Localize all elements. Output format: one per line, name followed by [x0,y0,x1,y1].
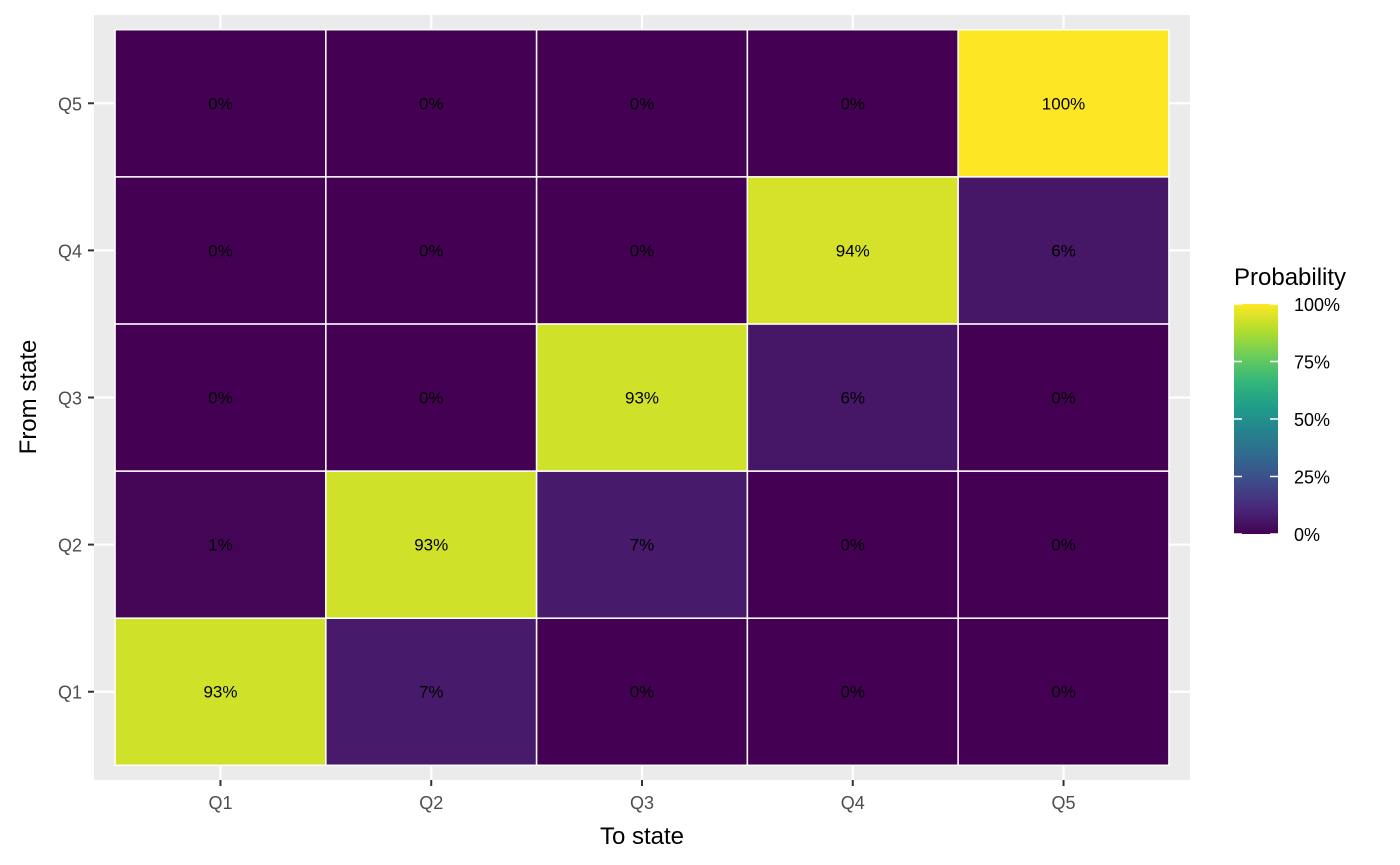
tile-q3-to-q4 [746,323,959,472]
tile-q3-to-q5 [957,323,1170,472]
y-tick-label-Q2: Q2 [58,536,82,556]
cell-label-q4-to-q4: 94% [836,241,870,260]
tile-q3-to-q2 [325,323,538,472]
color-legend: Probability 100% 75% 50% 25% 0% [1234,264,1346,545]
cell-label-q3-to-q2: 0% [419,389,444,408]
cell-label-q1-to-q3: 0% [630,683,655,702]
tile-q5-to-q2 [325,28,538,178]
cell-label-q5-to-q5: 100% [1042,94,1085,113]
cell-label-q1-to-q2: 7% [419,683,444,702]
cell-label-q3-to-q3: 93% [625,389,659,408]
cell-label-q3-to-q1: 0% [208,389,233,408]
tile-q4-to-q1 [114,176,327,325]
cell-label-q1-to-q4: 0% [840,683,865,702]
tile-q1-to-q2 [325,617,538,767]
tile-q1-to-q5 [957,617,1170,767]
cell-label-q2-to-q1: 1% [208,536,233,555]
cell-label-q4-to-q5: 6% [1051,241,1076,260]
tile-q4-to-q3 [535,176,749,325]
y-tick-label-Q3: Q3 [58,389,82,409]
tile-q4-to-q5 [957,176,1170,325]
cell-label-q5-to-q2: 0% [419,94,444,113]
x-tick-label-Q2: Q2 [419,793,443,813]
x-tick-label-Q1: Q1 [208,793,232,813]
tile-q1-to-q4 [746,617,959,767]
y-tick-label-Q5: Q5 [58,94,82,114]
tile-q4-to-q2 [325,176,538,325]
legend-tick-label-75pct: 75% [1294,353,1330,373]
cell-label-q2-to-q5: 0% [1051,536,1076,555]
y-tick-label-Q1: Q1 [58,683,82,703]
tile-q5-to-q4 [746,28,959,178]
cell-label-q3-to-q4: 6% [840,389,865,408]
cell-label-q2-to-q3: 7% [630,536,655,555]
legend-tick-label-0pct: 0% [1294,525,1320,545]
cell-label-q3-to-q5: 0% [1051,389,1076,408]
legend-tick-label-25pct: 25% [1294,468,1330,488]
x-tick-label-Q3: Q3 [630,793,654,813]
tile-q2-to-q1 [114,470,327,619]
tile-q3-to-q3 [535,323,749,472]
y-axis-title: From state [15,340,42,455]
cell-label-q5-to-q4: 0% [840,94,865,113]
y-tick-label-Q4: Q4 [58,241,82,261]
legend-tick-label-100pct: 100% [1294,295,1340,315]
tile-q1-to-q3 [535,617,749,767]
tile-q2-to-q4 [746,470,959,619]
cell-label-q4-to-q2: 0% [419,241,444,260]
legend-tick-label-50pct: 50% [1294,410,1330,430]
cell-label-q1-to-q5: 0% [1051,683,1076,702]
heatmap-tiles [114,28,1170,767]
cell-label-q1-to-q1: 93% [203,683,237,702]
tile-q2-to-q5 [957,470,1170,619]
tile-q2-to-q2 [325,470,538,619]
cell-label-q4-to-q3: 0% [630,241,655,260]
x-tick-label-Q5: Q5 [1052,793,1076,813]
legend-title: Probability [1234,264,1346,291]
cell-label-q5-to-q1: 0% [208,94,233,113]
legend-ticks: 100% 75% 50% 25% 0% [1234,295,1340,545]
tile-q1-to-q1 [114,617,327,767]
x-axis-title: To state [600,823,684,850]
cell-label-q2-to-q4: 0% [840,536,865,555]
cell-label-q2-to-q2: 93% [414,536,448,555]
cell-label-q5-to-q3: 0% [630,94,655,113]
cell-labels: 93% 7% 0% 0% 0% 1% 93% 7% 0% 0% 0% 0% 93% 6% 0% 0% 0% 0% 9… [203,94,1085,701]
x-axis: Q1 Q2 Q3 Q4 Q5 [208,780,1076,813]
x-tick-label-Q4: Q4 [841,793,865,813]
y-axis: Q1 Q2 Q3 Q4 Q5 [58,94,94,703]
cell-label-q4-to-q1: 0% [208,241,233,260]
tile-q5-to-q5 [957,28,1170,178]
